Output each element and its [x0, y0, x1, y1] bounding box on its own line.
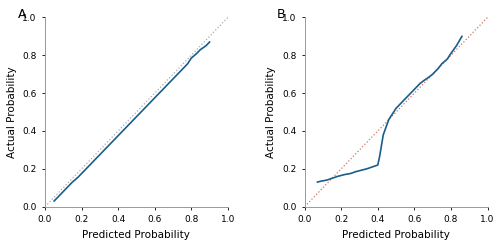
Text: B: B	[277, 8, 286, 21]
X-axis label: Predicted Probability: Predicted Probability	[342, 230, 450, 240]
Y-axis label: Actual Probability: Actual Probability	[6, 66, 16, 158]
Y-axis label: Actual Probability: Actual Probability	[266, 66, 276, 158]
Text: A: A	[18, 8, 26, 21]
X-axis label: Predicted Probability: Predicted Probability	[82, 230, 190, 240]
